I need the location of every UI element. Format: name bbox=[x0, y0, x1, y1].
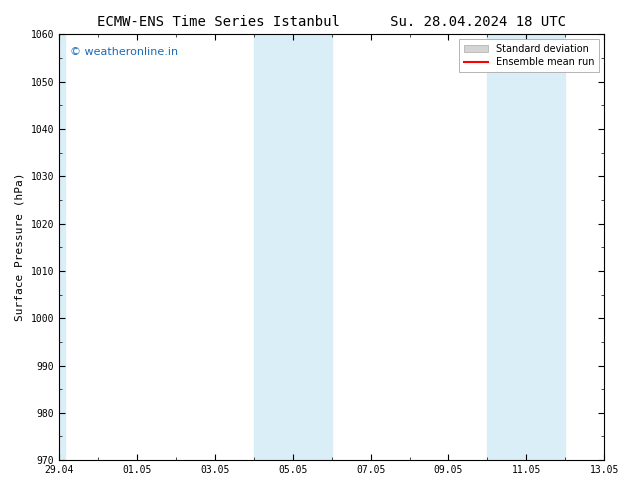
Y-axis label: Surface Pressure (hPa): Surface Pressure (hPa) bbox=[15, 173, 25, 321]
Bar bbox=[57, 34, 65, 460]
Bar bbox=[488, 34, 566, 460]
Text: © weatheronline.in: © weatheronline.in bbox=[70, 47, 178, 57]
Title: ECMW-ENS Time Series Istanbul      Su. 28.04.2024 18 UTC: ECMW-ENS Time Series Istanbul Su. 28.04.… bbox=[97, 15, 566, 29]
Legend: Standard deviation, Ensemble mean run: Standard deviation, Ensemble mean run bbox=[459, 39, 600, 72]
Bar bbox=[254, 34, 332, 460]
